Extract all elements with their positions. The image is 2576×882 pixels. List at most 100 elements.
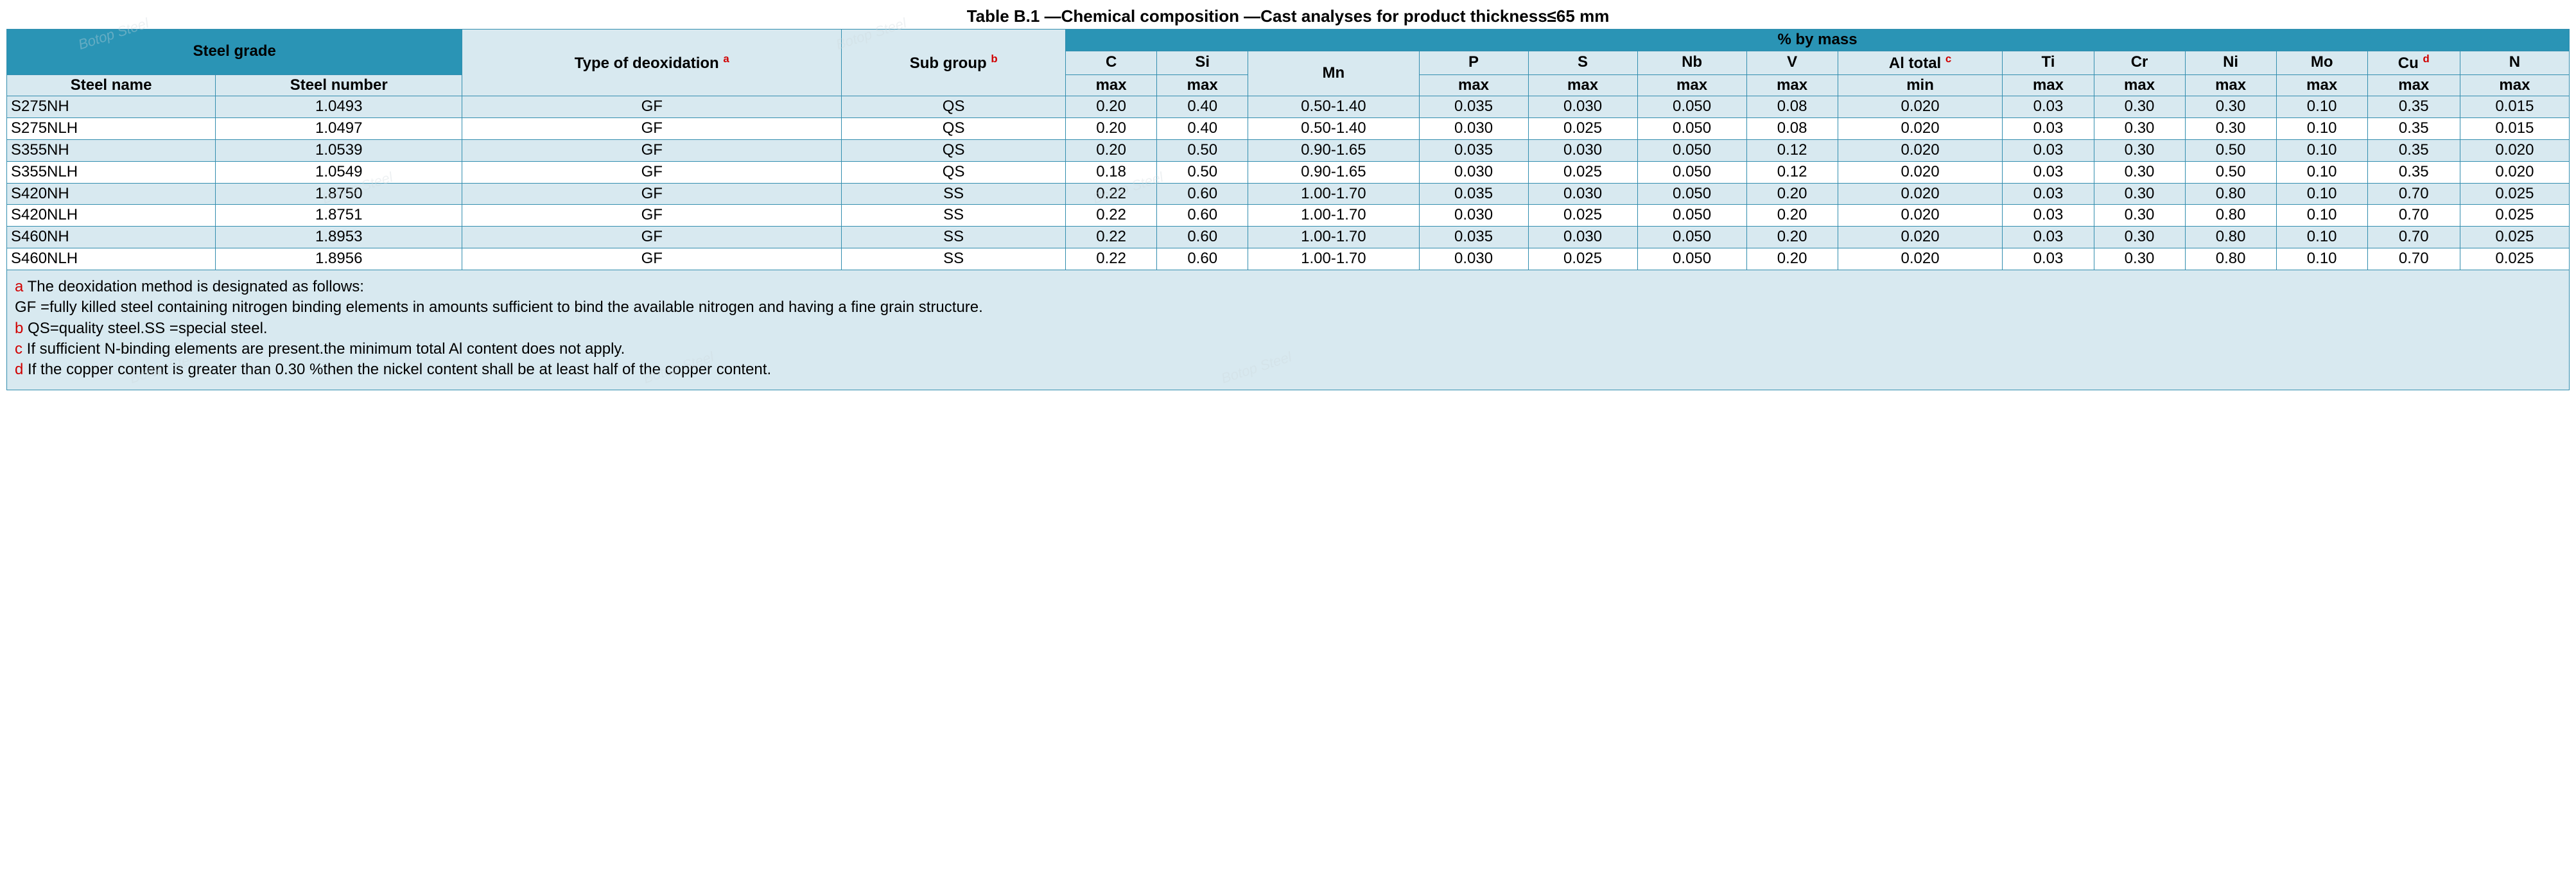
cell-name: S275NH	[7, 96, 216, 118]
cell-c: 0.20	[1066, 96, 1157, 118]
cell-mo: 0.10	[2276, 118, 2367, 140]
cell-cu: 0.70	[2367, 248, 2460, 270]
composition-table: Steel grade Type of deoxidation a Sub gr…	[6, 29, 2570, 270]
cell-si: 0.60	[1157, 205, 1248, 227]
cell-ni: 0.50	[2185, 139, 2276, 161]
cell-cu: 0.70	[2367, 205, 2460, 227]
cell-group: QS	[842, 118, 1066, 140]
cell-ti: 0.03	[2003, 227, 2094, 248]
cell-deox: GF	[462, 161, 842, 183]
hdr-cu: Cu d	[2367, 51, 2460, 74]
cell-n: 0.025	[2460, 227, 2569, 248]
fn-text-a: The deoxidation method is designated as …	[23, 278, 364, 295]
cell-mn: 0.90-1.65	[1248, 139, 1419, 161]
hdr-steel-number: Steel number	[216, 74, 462, 96]
table-row: S275NLH1.0497GFQS0.200.400.50-1.400.0300…	[7, 118, 2570, 140]
table-row: S460NLH1.8956GFSS0.220.601.00-1.700.0300…	[7, 248, 2570, 270]
cell-deox: GF	[462, 118, 842, 140]
fn-text-a2: GF =fully killed steel containing nitrog…	[15, 298, 983, 316]
cell-p: 0.030	[1419, 161, 1528, 183]
hdr-c: C	[1066, 51, 1157, 74]
cell-nb: 0.050	[1637, 248, 1746, 270]
cell-cr: 0.30	[2094, 227, 2185, 248]
cell-ti: 0.03	[2003, 161, 2094, 183]
cell-si: 0.60	[1157, 227, 1248, 248]
cell-cu: 0.70	[2367, 183, 2460, 205]
cell-ti: 0.03	[2003, 183, 2094, 205]
sup-a: a	[723, 53, 729, 65]
cell-p: 0.030	[1419, 118, 1528, 140]
cell-deox: GF	[462, 227, 842, 248]
cell-cr: 0.30	[2094, 183, 2185, 205]
cell-ti: 0.03	[2003, 118, 2094, 140]
hdr-sub-group-label: Sub group	[910, 55, 987, 72]
cell-n: 0.025	[2460, 248, 2569, 270]
cell-cr: 0.30	[2094, 205, 2185, 227]
hdr-al: Al total c	[1838, 51, 2003, 74]
cell-c: 0.20	[1066, 118, 1157, 140]
hdr-steel-name: Steel name	[7, 74, 216, 96]
cell-c: 0.22	[1066, 227, 1157, 248]
cell-nb: 0.050	[1637, 118, 1746, 140]
hdr-cu-label: Cu	[2398, 55, 2419, 72]
sup-d: d	[2423, 53, 2429, 65]
cell-ni: 0.80	[2185, 183, 2276, 205]
cell-p: 0.035	[1419, 139, 1528, 161]
cell-ti: 0.03	[2003, 248, 2094, 270]
cell-number: 1.0493	[216, 96, 462, 118]
cell-n: 0.025	[2460, 205, 2569, 227]
cell-p: 0.035	[1419, 227, 1528, 248]
hdr-s: S	[1528, 51, 1637, 74]
cell-name: S420NLH	[7, 205, 216, 227]
cell-cr: 0.30	[2094, 96, 2185, 118]
sup-c: c	[1945, 53, 1951, 65]
hdr-al-label: Al total	[1889, 55, 1941, 72]
cell-mn: 1.00-1.70	[1248, 227, 1419, 248]
cell-nb: 0.050	[1637, 161, 1746, 183]
hdr-si: Si	[1157, 51, 1248, 74]
lim-s: max	[1528, 74, 1637, 96]
table-row: S355NH1.0539GFQS0.200.500.90-1.650.0350.…	[7, 139, 2570, 161]
hdr-p: P	[1419, 51, 1528, 74]
cell-al: 0.020	[1838, 139, 2003, 161]
cell-ni: 0.80	[2185, 248, 2276, 270]
hdr-pct-mass: % by mass	[1066, 30, 2570, 51]
cell-ti: 0.03	[2003, 205, 2094, 227]
hdr-ni: Ni	[2185, 51, 2276, 74]
cell-c: 0.18	[1066, 161, 1157, 183]
table-row: S420NLH1.8751GFSS0.220.601.00-1.700.0300…	[7, 205, 2570, 227]
hdr-sub-group: Sub group b	[842, 30, 1066, 96]
cell-al: 0.020	[1838, 118, 2003, 140]
cell-v: 0.12	[1746, 161, 1838, 183]
cell-v: 0.20	[1746, 183, 1838, 205]
hdr-cr: Cr	[2094, 51, 2185, 74]
hdr-mn: Mn	[1248, 51, 1419, 96]
cell-v: 0.20	[1746, 205, 1838, 227]
hdr-steel-grade: Steel grade	[7, 30, 462, 75]
cell-nb: 0.050	[1637, 205, 1746, 227]
cell-mn: 0.50-1.40	[1248, 118, 1419, 140]
footnote-c: c If sufficient N-binding elements are p…	[15, 339, 2561, 359]
cell-ni: 0.30	[2185, 96, 2276, 118]
cell-v: 0.12	[1746, 139, 1838, 161]
cell-si: 0.60	[1157, 183, 1248, 205]
cell-c: 0.22	[1066, 183, 1157, 205]
cell-c: 0.20	[1066, 139, 1157, 161]
lim-si: max	[1157, 74, 1248, 96]
hdr-nb: Nb	[1637, 51, 1746, 74]
lim-cr: max	[2094, 74, 2185, 96]
lim-mo: max	[2276, 74, 2367, 96]
hdr-type-deox: Type of deoxidation a	[462, 30, 842, 96]
footnote-d: d If the copper content is greater than …	[15, 359, 2561, 380]
cell-ti: 0.03	[2003, 96, 2094, 118]
fn-key-c: c	[15, 340, 22, 358]
cell-name: S275NLH	[7, 118, 216, 140]
table-row: S460NH1.8953GFSS0.220.601.00-1.700.0350.…	[7, 227, 2570, 248]
cell-al: 0.020	[1838, 227, 2003, 248]
hdr-ti: Ti	[2003, 51, 2094, 74]
cell-nb: 0.050	[1637, 96, 1746, 118]
footnotes: a The deoxidation method is designated a…	[6, 270, 2570, 390]
cell-mo: 0.10	[2276, 161, 2367, 183]
lim-al: min	[1838, 74, 2003, 96]
cell-name: S355NH	[7, 139, 216, 161]
